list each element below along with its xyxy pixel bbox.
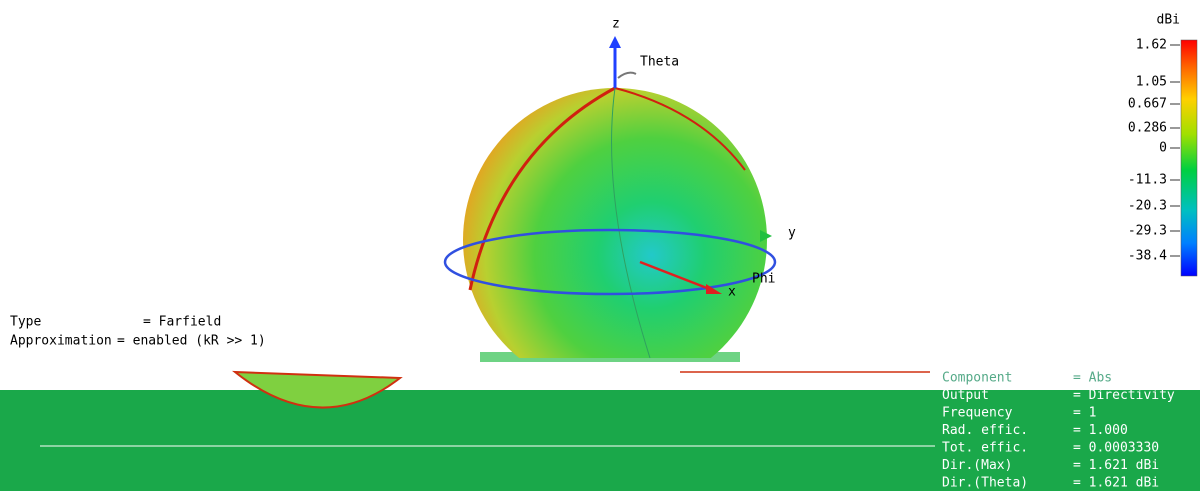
info-value: = enabled (kR >> 1) (117, 334, 266, 349)
info-key: Frequency (942, 406, 1013, 421)
colorbar-label: -20.3 (1128, 199, 1167, 214)
reflection (232, 370, 403, 409)
info-value: = 0.0003330 (1073, 441, 1159, 456)
info-value: = Directivity (1073, 388, 1175, 403)
phi-circle (443, 228, 777, 296)
axis-label: x (728, 285, 736, 300)
info-value: = 1.621 dBi (1073, 458, 1159, 473)
info-value: = Abs (1073, 371, 1112, 386)
colorbar-label: 0 (1159, 141, 1167, 156)
axis-label: Phi (752, 272, 775, 287)
colorbar-label: 0.667 (1128, 97, 1167, 112)
colorbar-label: 0.286 (1128, 121, 1167, 136)
info-value: = 1.000 (1073, 423, 1128, 438)
colorbar-label: -38.4 (1128, 249, 1167, 264)
info-value: = Farfield (143, 315, 221, 330)
ground-band (0, 390, 1200, 491)
info-key: Approximation (10, 334, 112, 349)
x-axis (639, 260, 713, 292)
info-key: Rad. effic. (942, 423, 1028, 438)
colorbar-label: -29.3 (1128, 224, 1167, 239)
y-arrow (760, 230, 772, 242)
info-value: = 1 (1073, 406, 1096, 421)
colorbar-unit: dBi (1157, 13, 1180, 28)
meridian (468, 86, 616, 291)
meridian (614, 87, 746, 171)
colorbar-labels: 1.62 1.05 0.667 0.286 0 -11.3 -20.3 -29.3 -38.4 (1128, 38, 1180, 264)
colorbar-label: 1.05 (1136, 75, 1167, 90)
meridian (611, 87, 651, 358)
info-key: Tot. effic. (942, 441, 1028, 456)
info-key: Type (10, 315, 41, 330)
theta-arc (617, 71, 637, 79)
info-key: Output (942, 388, 989, 403)
colorbar-label: 1.62 (1136, 38, 1167, 53)
info-panel: Component = Abs Output = Directivity Frequen… (942, 371, 1175, 491)
axis-label: z (612, 17, 620, 32)
z-arrow (609, 36, 621, 48)
pattern-surface (463, 88, 767, 358)
info-key: Component (942, 371, 1012, 386)
axis-label: y (788, 226, 796, 241)
sphere (463, 86, 767, 358)
colorbar (1180, 39, 1198, 277)
info-key: Dir.(Theta) (942, 476, 1028, 491)
x-arrow (706, 284, 722, 294)
info-key: Dir.(Max) (942, 458, 1012, 473)
colorbar-label: -11.3 (1128, 173, 1167, 188)
axis-label: Theta (640, 55, 679, 70)
info-value: = 1.621 dBi (1073, 476, 1159, 491)
